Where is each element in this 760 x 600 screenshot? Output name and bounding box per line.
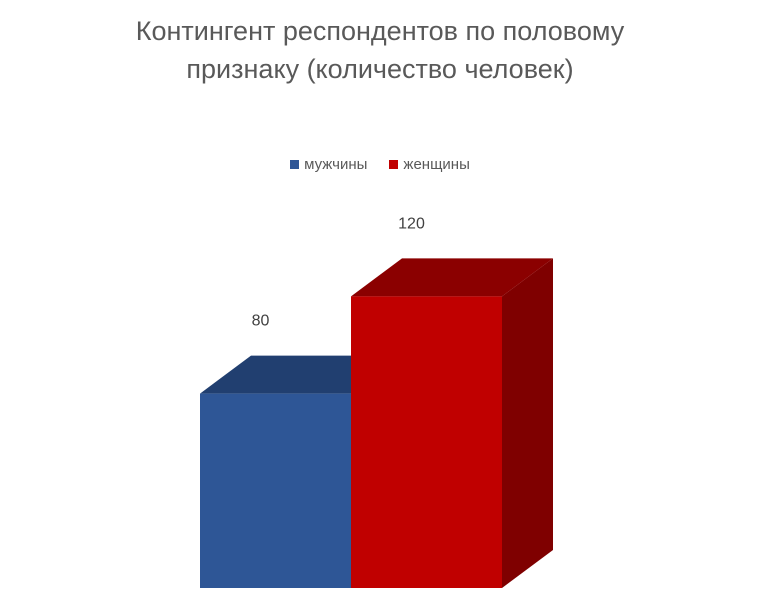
chart-title-line-1: Контингент респондентов по половому <box>135 16 625 46</box>
legend-item-men: мужчины <box>290 156 367 173</box>
data-label-men: 80 <box>252 313 270 330</box>
chart-title: Контингент респондентов по половому приз… <box>0 12 760 88</box>
bar-top-women <box>351 258 553 297</box>
legend-label-men: мужчины <box>304 156 368 173</box>
legend-label-women: женщины <box>403 156 470 173</box>
chart-title-line-2: признаку (количество человек) <box>186 54 574 84</box>
bar-men <box>200 393 351 588</box>
legend-item-women: женщины <box>389 156 470 173</box>
chart-legend: мужчины женщины <box>0 156 760 173</box>
bar-side-women <box>502 258 553 588</box>
bar-women <box>351 296 502 588</box>
legend-swatch-men <box>290 160 300 169</box>
legend-swatch-women <box>389 160 399 169</box>
data-label-women: 120 <box>398 215 425 232</box>
